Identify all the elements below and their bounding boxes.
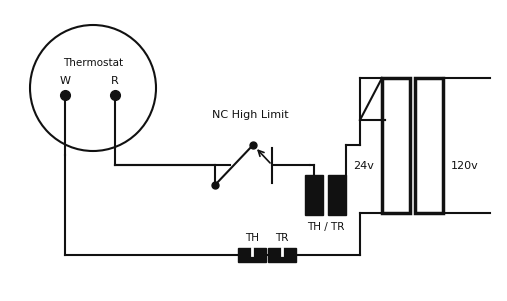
Text: TH / TR: TH / TR bbox=[307, 222, 344, 232]
Bar bbox=[305, 175, 323, 215]
Bar bbox=[268, 248, 296, 262]
Text: R: R bbox=[111, 76, 119, 86]
Text: TR: TR bbox=[275, 233, 288, 243]
Bar bbox=[415, 78, 443, 213]
Text: NC High Limit: NC High Limit bbox=[212, 110, 288, 120]
Bar bbox=[382, 78, 410, 213]
Bar bbox=[238, 248, 266, 262]
Text: TH: TH bbox=[245, 233, 259, 243]
Bar bbox=[328, 175, 346, 215]
Text: W: W bbox=[59, 76, 70, 86]
Text: Thermostat: Thermostat bbox=[63, 58, 123, 68]
Text: 120v: 120v bbox=[451, 161, 479, 171]
Text: 24v: 24v bbox=[353, 161, 375, 171]
